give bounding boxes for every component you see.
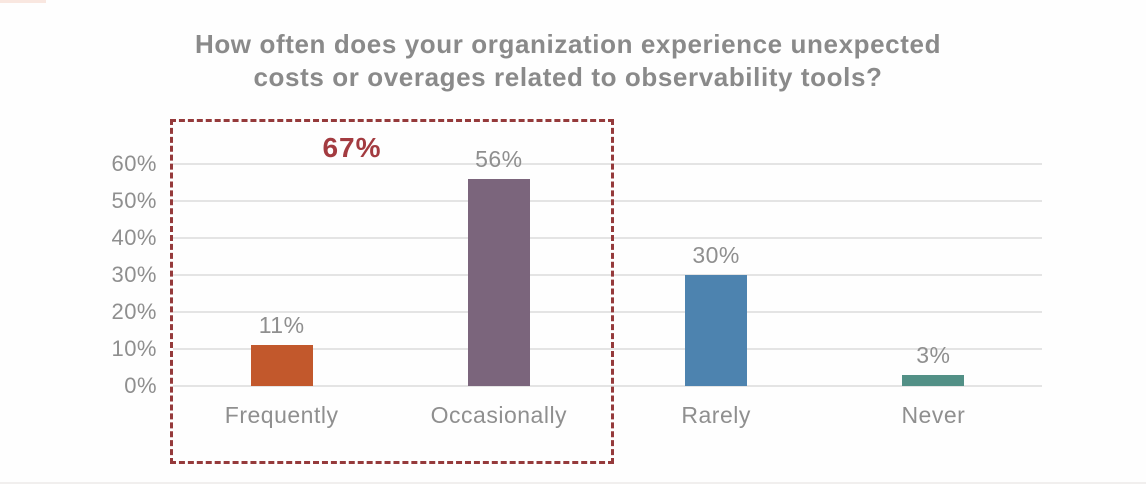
y-axis-tick-label: 60% (111, 151, 157, 176)
y-axis-tick-label: 20% (111, 299, 157, 324)
category-label-frequently: Frequently (224, 402, 339, 428)
highlight-dashed-box (170, 119, 614, 464)
bar-rarely (685, 275, 748, 386)
bar-occasionally (467, 178, 530, 386)
bar-value-label: 11% (258, 312, 305, 339)
bar-frequently (250, 345, 313, 386)
y-axis-tick-label: 30% (111, 262, 157, 287)
bar-value-label: 30% (692, 242, 740, 268)
gridline (173, 163, 1042, 165)
chart-title: How often does your organization experie… (163, 28, 973, 94)
top-left-border-artifact (0, 0, 46, 3)
gridline (173, 348, 1042, 350)
gridline (173, 200, 1042, 202)
gridline (173, 237, 1042, 239)
y-axis-tick-label: 40% (111, 225, 157, 250)
bar-never (902, 374, 965, 386)
gridline (173, 385, 1042, 387)
bar-value-label: 56% (475, 145, 523, 172)
highlight-annotation: 67% (322, 132, 382, 163)
gridline (173, 274, 1042, 276)
y-axis-tick-label: 0% (124, 373, 157, 398)
y-axis-tick-label: 50% (111, 188, 157, 213)
bar-value-label: 3% (916, 341, 951, 368)
chart-title-line-2: costs or overages related to observabili… (253, 62, 883, 92)
chart-title-line-1: How often does your organization experie… (194, 29, 942, 59)
category-label-rarely: Rarely (681, 402, 751, 428)
y-axis-tick-label: 10% (111, 336, 157, 361)
gridline (173, 311, 1042, 313)
category-label-never: Never (901, 402, 966, 428)
category-label-occasionally: Occasionally (430, 402, 568, 428)
